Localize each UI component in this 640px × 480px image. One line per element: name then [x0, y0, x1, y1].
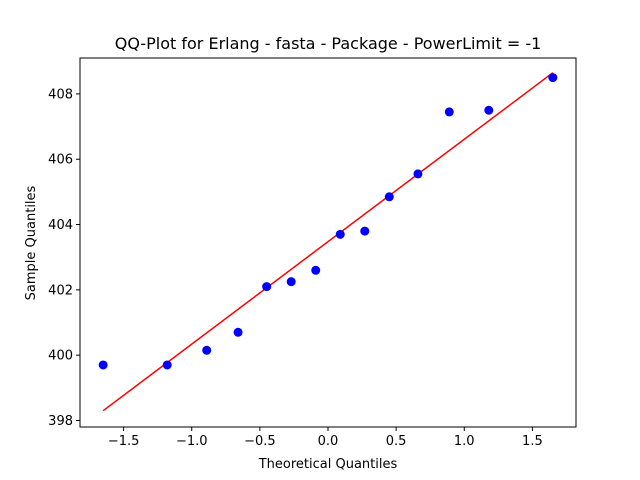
y-tick-label: 404 [48, 218, 73, 233]
data-point [233, 327, 243, 337]
data-point [262, 282, 272, 292]
points-layer [98, 73, 558, 370]
y-tick-label: 406 [48, 153, 73, 168]
x-axis-label: Theoretical Quantiles [258, 457, 398, 472]
y-tick-label: 408 [48, 87, 73, 102]
data-point [384, 192, 394, 202]
x-tick-label: 0.0 [318, 434, 339, 449]
chart-title: QQ-Plot for Erlang - fasta - Package - P… [115, 34, 542, 53]
data-point [360, 226, 370, 236]
data-point [548, 73, 558, 83]
x-tick-label: −1.5 [108, 434, 140, 449]
x-axis-ticks: −1.5 −1.0 −0.5 0.0 0.5 1.0 1.5 [108, 427, 543, 449]
x-tick-label: 0.5 [386, 434, 407, 449]
data-point [202, 345, 212, 355]
data-point [311, 265, 321, 275]
data-point [98, 360, 108, 370]
y-axis-label: Sample Quantiles [24, 185, 39, 300]
x-tick-label: −1.0 [176, 434, 208, 449]
y-tick-label: 398 [48, 414, 73, 429]
x-tick-label: −0.5 [244, 434, 276, 449]
data-point [335, 229, 345, 239]
data-point [286, 277, 296, 287]
data-point [413, 169, 423, 179]
y-tick-label: 402 [48, 283, 73, 298]
data-point [444, 107, 454, 117]
data-point [162, 360, 172, 370]
x-tick-label: 1.5 [522, 434, 543, 449]
reference-line-layer [102, 72, 554, 412]
data-point [484, 105, 494, 115]
y-axis-ticks: 398 400 402 404 406 408 [48, 87, 80, 429]
x-tick-label: 1.0 [454, 434, 475, 449]
y-tick-label: 400 [48, 349, 73, 364]
reference-line [102, 72, 554, 412]
